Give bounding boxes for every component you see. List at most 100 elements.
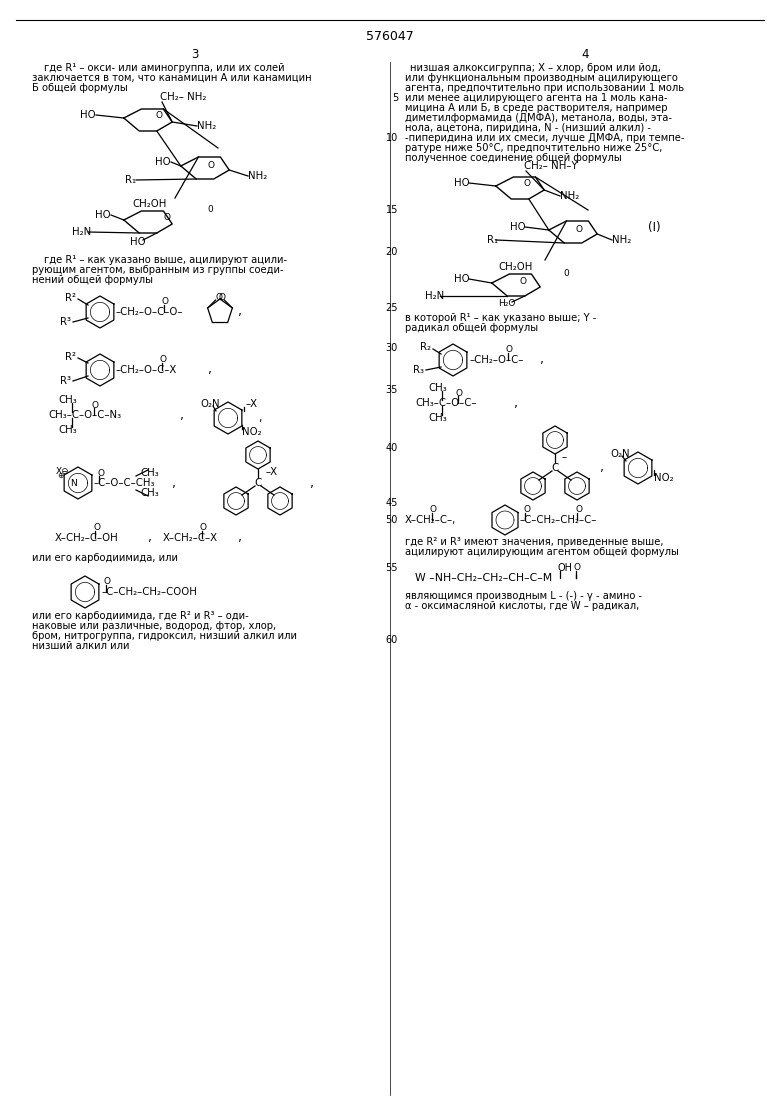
Text: X–CH₂–C–X: X–CH₂–C–X bbox=[163, 533, 218, 543]
Text: NH₂: NH₂ bbox=[612, 235, 631, 245]
Text: диметилформамида (ДМФА), метанола, воды, эта-: диметилформамида (ДМФА), метанола, воды,… bbox=[405, 113, 672, 124]
Text: мицина А или Б, в среде растворителя, например: мицина А или Б, в среде растворителя, на… bbox=[405, 103, 668, 113]
Text: где R¹ – окси- или аминогруппа, или их солей: где R¹ – окси- или аминогруппа, или их с… bbox=[44, 63, 285, 73]
Text: 576047: 576047 bbox=[366, 30, 414, 43]
Text: HO: HO bbox=[80, 110, 96, 120]
Text: 35: 35 bbox=[385, 385, 398, 395]
Text: 3: 3 bbox=[191, 49, 199, 62]
Text: H₂N: H₂N bbox=[425, 291, 445, 301]
Text: CH₃: CH₃ bbox=[58, 395, 76, 405]
Text: ,: , bbox=[540, 353, 544, 366]
Text: –C–CH₂–CH₂–COOH: –C–CH₂–CH₂–COOH bbox=[101, 587, 197, 597]
Text: ⊕: ⊕ bbox=[57, 471, 63, 481]
Text: ,: , bbox=[238, 532, 242, 545]
Text: C: C bbox=[551, 463, 558, 473]
Text: 60: 60 bbox=[386, 635, 398, 645]
Text: R³: R³ bbox=[60, 317, 71, 326]
Text: R₁: R₁ bbox=[487, 235, 498, 245]
Text: нола, ацетона, пиридина, N - (низший алкил) -: нола, ацетона, пиридина, N - (низший алк… bbox=[405, 124, 651, 133]
Text: рующим агентом, выбранным из группы соеди-: рующим агентом, выбранным из группы соед… bbox=[32, 265, 284, 275]
Text: где R¹ – как указано выше, ацилируют ацили-: где R¹ – как указано выше, ацилируют аци… bbox=[44, 255, 287, 265]
Text: агента, предпочтительно при использовании 1 моль: агента, предпочтительно при использовани… bbox=[405, 83, 684, 93]
Text: O: O bbox=[92, 400, 99, 409]
Text: 5: 5 bbox=[392, 93, 398, 103]
Text: R₃: R₃ bbox=[413, 365, 424, 375]
Text: CH₂– NH₂: CH₂– NH₂ bbox=[160, 92, 207, 101]
Text: HO: HO bbox=[130, 237, 146, 247]
Text: –X: –X bbox=[265, 467, 277, 476]
Text: низший алкил или: низший алкил или bbox=[32, 641, 129, 651]
Text: 50: 50 bbox=[385, 515, 398, 525]
Text: –CH₂–O–C–X: –CH₂–O–C–X bbox=[116, 365, 177, 375]
Text: α - оксимасляной кислоты, где W – радикал,: α - оксимасляной кислоты, где W – радика… bbox=[405, 601, 640, 611]
Text: O: O bbox=[574, 564, 581, 572]
Text: N: N bbox=[70, 479, 76, 488]
Text: ,: , bbox=[208, 364, 212, 376]
Text: X⊖: X⊖ bbox=[56, 467, 69, 475]
Text: 10: 10 bbox=[386, 133, 398, 143]
Text: 45: 45 bbox=[385, 497, 398, 508]
Text: бром, нитрогруппа, гидроксил, низший алкил или: бром, нитрогруппа, гидроксил, низший алк… bbox=[32, 631, 297, 641]
Text: ,: , bbox=[514, 396, 518, 409]
Text: O: O bbox=[162, 298, 169, 307]
Text: CH₃–C–O–C–: CH₃–C–O–C– bbox=[415, 398, 477, 408]
Text: O: O bbox=[506, 345, 513, 354]
Text: CH₃: CH₃ bbox=[428, 413, 447, 422]
Text: 25: 25 bbox=[385, 303, 398, 313]
Text: ,: , bbox=[148, 532, 152, 545]
Text: O: O bbox=[575, 225, 582, 234]
Text: C: C bbox=[254, 478, 261, 488]
Text: нений общей формулы: нений общей формулы bbox=[32, 275, 153, 285]
Text: или функциональным производным ацилирующего: или функциональным производным ацилирующ… bbox=[405, 73, 678, 83]
Text: или менее ацилирующего агента на 1 моль кана-: или менее ацилирующего агента на 1 моль … bbox=[405, 93, 668, 103]
Text: O: O bbox=[218, 293, 225, 302]
Text: O: O bbox=[163, 214, 170, 223]
Text: H₂N: H₂N bbox=[72, 227, 91, 237]
Text: 4: 4 bbox=[581, 49, 589, 62]
Text: CH₂– NH–Y: CH₂– NH–Y bbox=[524, 161, 578, 171]
Text: -пиперидина или их смеси, лучше ДМФА, при темпе-: -пиперидина или их смеси, лучше ДМФА, пр… bbox=[405, 133, 685, 143]
Text: CH₃: CH₃ bbox=[140, 488, 159, 497]
Text: CH₂OH: CH₂OH bbox=[132, 199, 166, 208]
Text: ратуре ниже 50°С, предпочтительно ниже 25°С,: ратуре ниже 50°С, предпочтительно ниже 2… bbox=[405, 143, 662, 153]
Text: O₂N: O₂N bbox=[610, 449, 629, 459]
Text: O: O bbox=[430, 505, 437, 514]
Text: 55: 55 bbox=[385, 563, 398, 572]
Text: ,: , bbox=[258, 413, 261, 422]
Text: –C–O–C–CH₃: –C–O–C–CH₃ bbox=[94, 478, 155, 488]
Text: –CH₂–O–C–: –CH₂–O–C– bbox=[469, 355, 523, 365]
Text: ацилируют ацилирующим агентом общей формулы: ацилируют ацилирующим агентом общей форм… bbox=[405, 547, 679, 557]
Text: или его карбодиимида, или: или его карбодиимида, или bbox=[32, 553, 178, 563]
Text: ,: , bbox=[310, 476, 314, 490]
Text: ,: , bbox=[238, 306, 242, 319]
Text: наковые или различные, водород, фтор, хлор,: наковые или различные, водород, фтор, хл… bbox=[32, 621, 276, 631]
Text: O₂N: O₂N bbox=[200, 399, 220, 409]
Text: NH₂: NH₂ bbox=[197, 121, 216, 131]
Text: CH₂OH: CH₂OH bbox=[498, 263, 533, 272]
Text: O: O bbox=[93, 524, 100, 533]
Text: R³: R³ bbox=[60, 376, 71, 386]
Text: O: O bbox=[97, 469, 104, 478]
Text: –C–CH₂–CH₂–C–: –C–CH₂–CH₂–C– bbox=[520, 515, 597, 525]
Text: O: O bbox=[456, 388, 463, 397]
Text: где R² и R³ имеют значения, приведенные выше,: где R² и R³ имеют значения, приведенные … bbox=[405, 537, 664, 547]
Text: CH₃: CH₃ bbox=[58, 425, 76, 435]
Text: X–CH₂–C–OH: X–CH₂–C–OH bbox=[55, 533, 119, 543]
Text: O: O bbox=[200, 524, 207, 533]
Text: O: O bbox=[523, 505, 530, 514]
Text: HO: HO bbox=[510, 222, 526, 232]
Text: O: O bbox=[156, 111, 163, 120]
Text: полученное соединение общей формулы: полученное соединение общей формулы bbox=[405, 153, 622, 163]
Text: 30: 30 bbox=[386, 343, 398, 353]
Text: низшая алкоксигруппа; X – хлор, бром или йод,: низшая алкоксигруппа; X – хлор, бром или… bbox=[410, 63, 661, 73]
Text: или его карбодиимида, где R² и R³ – оди-: или его карбодиимида, где R² и R³ – оди- bbox=[32, 611, 249, 621]
Text: –X: –X bbox=[246, 399, 258, 409]
Text: (I): (I) bbox=[648, 222, 661, 235]
Text: –: – bbox=[562, 452, 567, 462]
Text: R₂: R₂ bbox=[420, 342, 431, 352]
Text: R²: R² bbox=[65, 293, 76, 303]
Text: O: O bbox=[104, 578, 111, 587]
Text: R₁: R₁ bbox=[125, 175, 136, 185]
Text: 20: 20 bbox=[385, 247, 398, 257]
Text: R²: R² bbox=[65, 352, 76, 362]
